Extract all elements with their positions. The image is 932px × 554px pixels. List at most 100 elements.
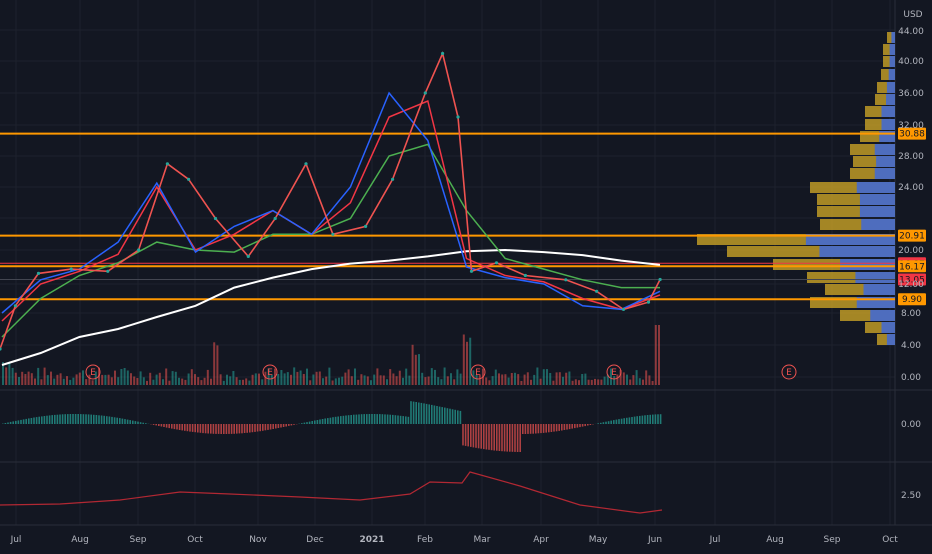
macd-bar	[179, 424, 181, 430]
volume-bar	[453, 379, 455, 385]
macd-bar	[75, 414, 77, 424]
macd-bar	[218, 424, 220, 434]
volume-bar	[335, 378, 337, 385]
macd-bar	[478, 424, 480, 448]
macd-bar	[631, 417, 633, 424]
macd-bar	[184, 424, 186, 431]
volume-bar	[533, 375, 535, 385]
time-tick-label: Jun	[647, 535, 662, 545]
macd-bar	[493, 424, 495, 451]
volume-bar	[232, 371, 234, 385]
earnings-marker-label: E	[90, 368, 96, 378]
volume-bar	[200, 380, 202, 385]
volume-bar	[258, 374, 260, 385]
profile-bar-down	[886, 94, 895, 105]
macd-bar	[291, 424, 293, 425]
macd-bar	[181, 424, 183, 430]
volume-bar	[652, 381, 654, 385]
volume-bar	[428, 377, 430, 386]
volume-bar	[146, 381, 148, 385]
volume-bar	[290, 375, 292, 385]
volume-bar	[530, 380, 532, 385]
macd-bar	[623, 418, 625, 424]
volume-bar	[402, 378, 404, 385]
volume-bar	[312, 375, 314, 386]
profile-bar-down	[887, 334, 895, 345]
price-point	[187, 178, 190, 181]
volume-bar	[101, 375, 103, 385]
macd-bar	[194, 424, 196, 432]
level-tag-label: 20.91	[899, 232, 925, 242]
macd-bar	[395, 415, 397, 424]
macd-bar	[285, 424, 287, 427]
volume-bar	[344, 373, 346, 385]
macd-bar	[525, 424, 527, 434]
macd-bar	[122, 419, 124, 424]
macd-bar	[85, 414, 87, 424]
macd-bar	[486, 424, 488, 450]
macd-bar	[36, 417, 38, 424]
volume-bar	[332, 381, 334, 386]
macd-bar	[137, 422, 139, 424]
volume-bar	[380, 375, 382, 385]
macd-bar	[512, 424, 514, 452]
volume-bar	[108, 375, 110, 385]
volume-bar	[469, 338, 471, 385]
volume-bar	[168, 381, 170, 385]
volume-bar	[47, 375, 49, 385]
volume-bar	[21, 372, 23, 385]
macd-bar	[270, 424, 272, 430]
macd-bar	[166, 424, 168, 428]
volume-bar	[418, 354, 420, 385]
volume-bar	[197, 377, 199, 385]
volume-bar	[492, 376, 494, 385]
price-tick-label: 32.00	[898, 121, 924, 131]
time-tick-label: Mar	[474, 535, 491, 545]
macd-bar	[205, 424, 207, 433]
volume-bar	[399, 371, 401, 385]
volume-bar	[568, 372, 570, 386]
macd-bar	[223, 424, 225, 434]
volume-bar	[383, 376, 385, 386]
macd-bar	[322, 419, 324, 424]
volume-bar	[626, 375, 628, 385]
volume-bar	[280, 370, 282, 385]
macd-bar	[366, 414, 368, 424]
macd-bar	[314, 421, 316, 425]
volume-bar	[194, 374, 196, 385]
volume-bar	[5, 367, 7, 385]
price-point	[137, 248, 140, 251]
volume-bar	[184, 380, 186, 385]
macd-bar	[252, 424, 254, 432]
volume-bar	[594, 379, 596, 385]
volume-bar	[636, 370, 638, 385]
price-point	[424, 91, 427, 94]
volume-bar	[367, 376, 369, 385]
macd-bar	[106, 416, 108, 424]
macd-bar	[605, 422, 607, 424]
volume-bar	[408, 376, 410, 385]
volume-bar	[210, 379, 212, 385]
volume-bar	[562, 377, 564, 385]
macd-bar	[62, 414, 64, 424]
volume-bar	[216, 345, 218, 385]
profile-bar-down	[819, 246, 895, 257]
macd-bar	[311, 421, 313, 424]
macd-bar	[480, 424, 482, 449]
macd-bar	[467, 424, 469, 446]
price-point	[166, 162, 169, 165]
price-tick-label: 20.00	[898, 246, 924, 256]
volume-bar	[140, 371, 142, 385]
volume-bar	[527, 372, 529, 385]
macd-bar	[428, 404, 430, 424]
level-tag-label: 30.88	[899, 130, 925, 140]
volume-bar	[12, 368, 14, 385]
macd-bar	[350, 415, 352, 424]
macd-bar	[59, 415, 61, 425]
macd-bar	[402, 416, 404, 424]
macd-bar	[153, 424, 155, 425]
macd-bar	[543, 424, 545, 433]
price-point	[304, 162, 307, 165]
